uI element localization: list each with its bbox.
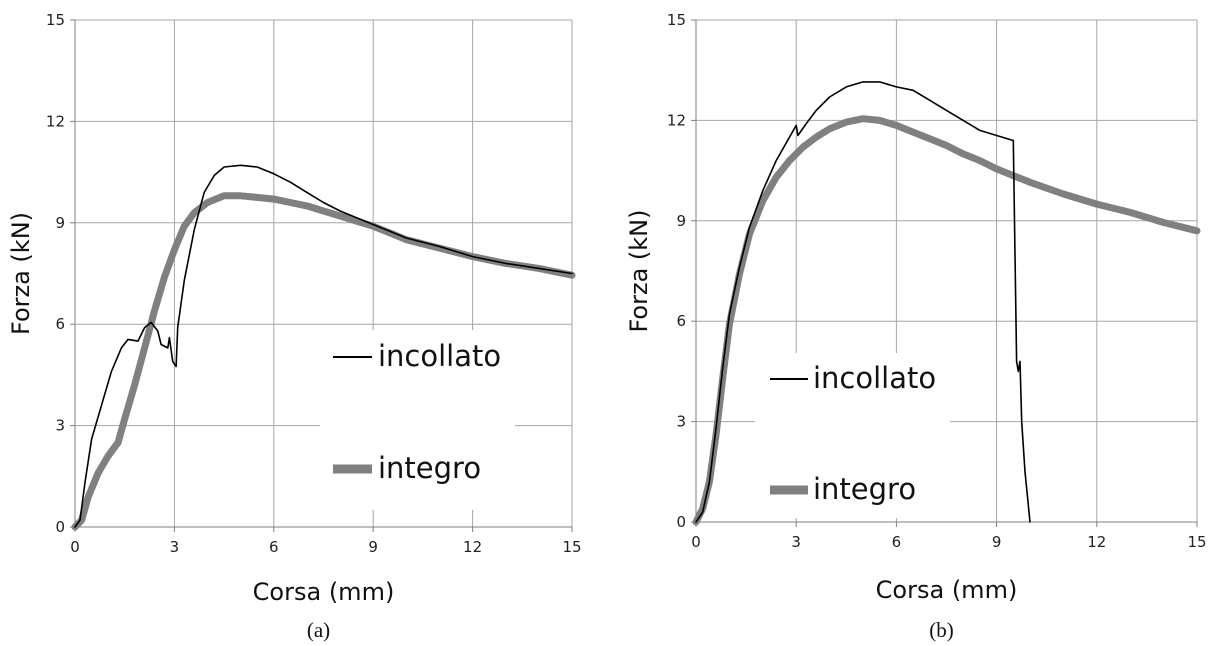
x-tick-label-5: 15 bbox=[1187, 533, 1206, 551]
chart-caption: (b) bbox=[929, 618, 954, 642]
y-tick-label-4: 12 bbox=[46, 112, 65, 130]
x-axis-title: Corsa (mm) bbox=[876, 576, 1018, 604]
y-tick-label-3: 9 bbox=[676, 212, 686, 230]
y-tick-label-3: 9 bbox=[55, 214, 65, 232]
x-tick-label-2: 6 bbox=[269, 538, 279, 556]
chart-a: 0 3 6 9 12 15 0 3 6 9 12 15 incollato integro Corsa (m… bbox=[7, 11, 582, 642]
chart-caption: (a) bbox=[307, 618, 330, 642]
x-tick-label-3: 9 bbox=[992, 533, 1002, 551]
x-tick-label-3: 9 bbox=[368, 538, 378, 556]
y-axis-title: Forza (kN) bbox=[7, 212, 35, 335]
x-tick-label-1: 3 bbox=[791, 533, 801, 551]
x-tick-label-1: 3 bbox=[170, 538, 180, 556]
y-tick-label-2: 6 bbox=[55, 315, 65, 333]
legend: incollato integro bbox=[320, 330, 515, 510]
y-tick-label-0: 0 bbox=[676, 513, 686, 531]
series-integro-line bbox=[71, 192, 576, 531]
y-tick-label-1: 3 bbox=[676, 413, 686, 431]
y-tick-label-2: 6 bbox=[676, 312, 686, 330]
legend-label-incollato: incollato bbox=[813, 361, 936, 395]
series-incollato-line bbox=[695, 81, 1031, 523]
series-incollato-line bbox=[74, 164, 573, 528]
x-tick-label-4: 12 bbox=[463, 538, 482, 556]
x-axis-title: Corsa (mm) bbox=[253, 578, 395, 606]
chart-b: 0 3 6 9 12 15 0 3 6 9 12 15 incollato integro Corsa (m… bbox=[625, 11, 1207, 642]
y-tick-label-4: 12 bbox=[667, 111, 686, 129]
y-tick-label-1: 3 bbox=[55, 417, 65, 435]
y-tick-label-5: 15 bbox=[46, 11, 65, 29]
y-tick-label-5: 15 bbox=[667, 11, 686, 29]
x-tick-label-5: 15 bbox=[562, 538, 581, 556]
series-integro-line bbox=[692, 115, 1201, 526]
legend-label-integro: integro bbox=[378, 451, 481, 485]
y-axis-title: Forza (kN) bbox=[625, 209, 653, 332]
legend: incollato integro bbox=[755, 353, 950, 518]
x-tick-label-4: 12 bbox=[1087, 533, 1106, 551]
legend-label-incollato: incollato bbox=[378, 339, 501, 373]
x-tick-label-2: 6 bbox=[892, 533, 902, 551]
y-tick-label-0: 0 bbox=[55, 518, 65, 536]
legend-box bbox=[320, 330, 515, 510]
x-tick-label-0: 0 bbox=[70, 538, 80, 556]
x-tick-label-0: 0 bbox=[691, 533, 701, 551]
legend-label-integro: integro bbox=[813, 472, 916, 506]
